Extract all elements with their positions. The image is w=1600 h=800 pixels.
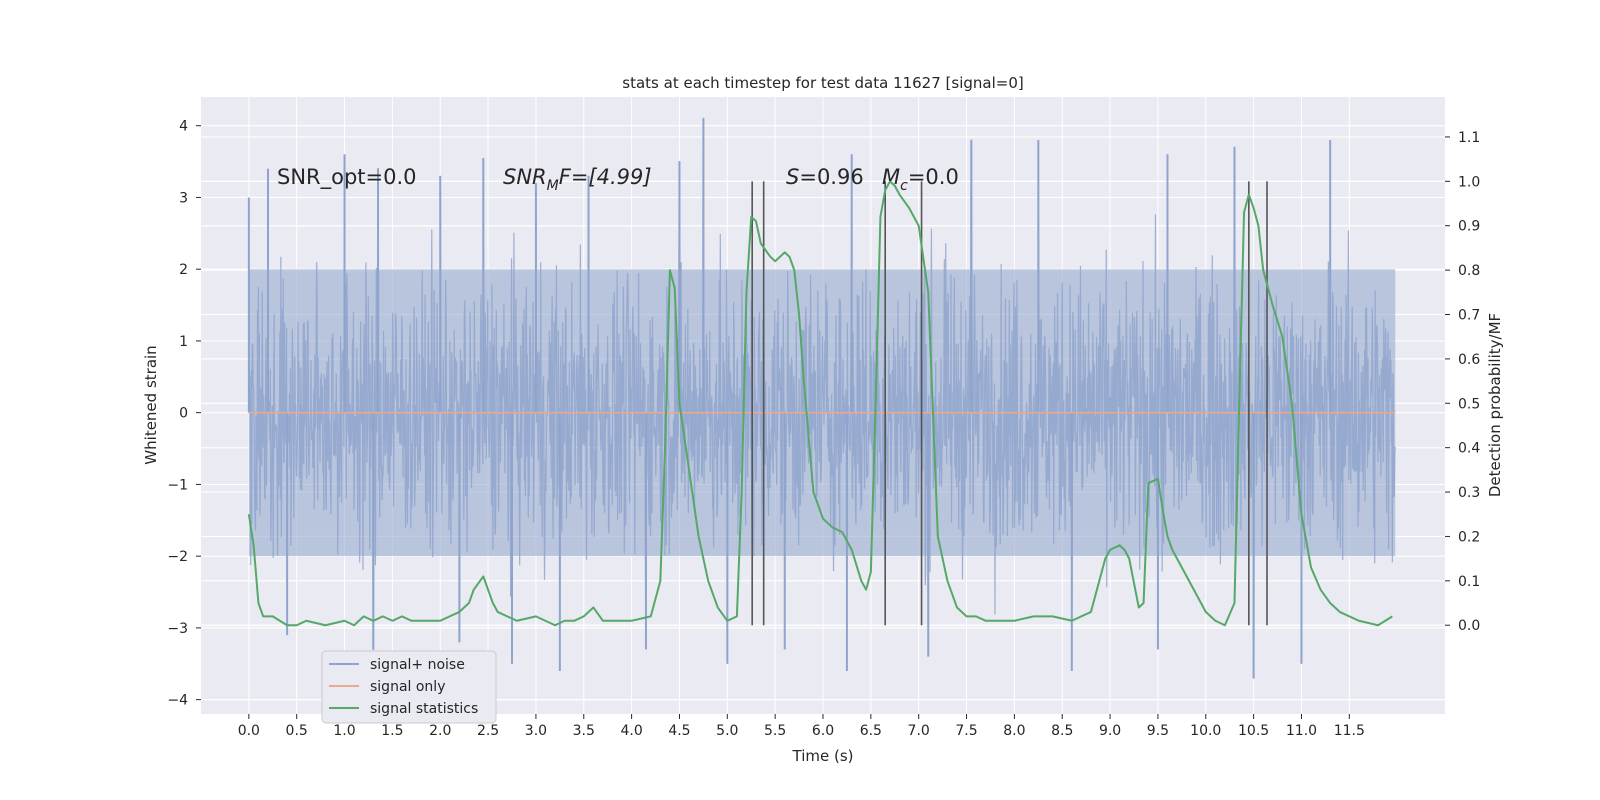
signal-statistics-line: [247, 180, 1393, 627]
x-tick-label: 2.0: [429, 723, 451, 739]
x-tick-label: 9.5: [1147, 723, 1169, 739]
series-signal-statistics: [247, 180, 1393, 627]
x-tick-label: 10.5: [1238, 723, 1269, 739]
y-left-tick-label: −3: [167, 621, 188, 637]
x-axis-label: Time (s): [792, 747, 854, 765]
annotation-s-rest: =0.96: [799, 165, 863, 189]
x-tick-label: 9.0: [1099, 723, 1121, 739]
x-tick-label: 8.0: [1003, 723, 1025, 739]
vertical-markers: [751, 181, 1268, 626]
annotation-snr-mf: SNRMF=[4.99]: [503, 165, 652, 194]
chart-title: stats at each timestep for test data 116…: [622, 74, 1023, 92]
annotation-s: S=0.96: [786, 165, 864, 189]
annotation-s-main: S: [786, 165, 799, 189]
y-left-tick-label: −2: [167, 549, 188, 565]
annotation-mc-rest: =0.0: [908, 165, 959, 189]
annotation-mc: Mc=0.0: [882, 165, 959, 194]
annotation-snr-mf-rest: F=[4.99]: [559, 165, 652, 189]
y-right-tick-label: 0.3: [1458, 485, 1480, 501]
legend-box: [321, 650, 497, 724]
legend-label-signal-only: signal only: [370, 679, 445, 695]
y-left-tick-label: −1: [167, 477, 188, 493]
x-tick-label: 4.5: [668, 723, 690, 739]
x-tick-label: 6.0: [812, 723, 834, 739]
y-right-axis-label: Detection probability/MF: [1486, 313, 1504, 497]
x-tick-label: 5.5: [764, 723, 786, 739]
y-right-axis-ticks: 1.1 1.0 0.9 0.8 0.7 0.6 0.5 0.4 0.3 0.2 0.1 0.0: [1445, 130, 1480, 634]
annotation-mc-main: M: [882, 165, 900, 189]
x-tick-label: 8.5: [1051, 723, 1073, 739]
x-tick-label: 7.5: [955, 723, 977, 739]
x-tick-label: 1.0: [333, 723, 355, 739]
x-tick-label: 11.0: [1286, 723, 1317, 739]
legend-label-signal-statistics: signal statistics: [370, 701, 478, 717]
y-left-axis-label: Whitened strain: [142, 345, 160, 464]
y-left-tick-label: 3: [179, 190, 188, 206]
y-right-tick-label: 0.9: [1458, 219, 1480, 235]
x-tick-label: 4.0: [620, 723, 642, 739]
y-left-tick-label: 1: [179, 334, 188, 350]
x-tick-label: 7.0: [908, 723, 930, 739]
y-right-tick-label: 0.7: [1458, 308, 1480, 324]
y-right-tick-label: 1.0: [1458, 174, 1480, 190]
x-tick-label: 3.0: [525, 723, 547, 739]
y-right-tick-label: 0.0: [1458, 618, 1480, 634]
y-right-tick-label: 0.8: [1458, 263, 1480, 279]
annotation-snr-mf-main: SNR: [503, 165, 547, 189]
x-tick-label: 11.5: [1334, 723, 1365, 739]
x-tick-label: 0.5: [286, 723, 308, 739]
y-left-tick-label: 2: [179, 262, 188, 278]
x-tick-label: 1.5: [381, 723, 403, 739]
y-left-tick-label: 4: [179, 119, 188, 135]
y-left-tick-label: −4: [167, 693, 188, 709]
y-right-tick-label: 1.1: [1458, 130, 1480, 146]
annotation-mc-sub: c: [900, 178, 908, 194]
x-tick-label: 2.5: [477, 723, 499, 739]
y-left-axis-ticks: 4 3 2 1 0 −1 −2 −3 −4: [167, 119, 201, 709]
annotation-snr-opt: SNR_opt=0.0: [277, 165, 417, 190]
x-tick-label: 10.0: [1190, 723, 1221, 739]
y-right-tick-label: 0.6: [1458, 352, 1480, 368]
x-tick-label: 3.5: [573, 723, 595, 739]
x-tick-label: 0.0: [238, 723, 260, 739]
x-tick-label: 6.5: [860, 723, 882, 739]
legend-label-signal-noise: signal+ noise: [370, 657, 465, 673]
x-tick-label: 5.0: [716, 723, 738, 739]
annotation-snr-mf-sub: M: [547, 178, 559, 194]
x-axis-ticks: 0.0 0.5 1.0 1.5 2.0 2.5 3.0 3.5 4.0 4.5 5.0 5.5 6.0 6…: [238, 714, 1365, 739]
legend: signal+ noise signal only signal statist…: [321, 650, 497, 724]
y-right-tick-label: 0.4: [1458, 441, 1480, 457]
y-right-tick-label: 0.1: [1458, 574, 1480, 590]
y-left-tick-label: 0: [179, 406, 188, 422]
y-right-tick-label: 0.2: [1458, 529, 1480, 545]
y-right-tick-label: 0.5: [1458, 396, 1480, 412]
